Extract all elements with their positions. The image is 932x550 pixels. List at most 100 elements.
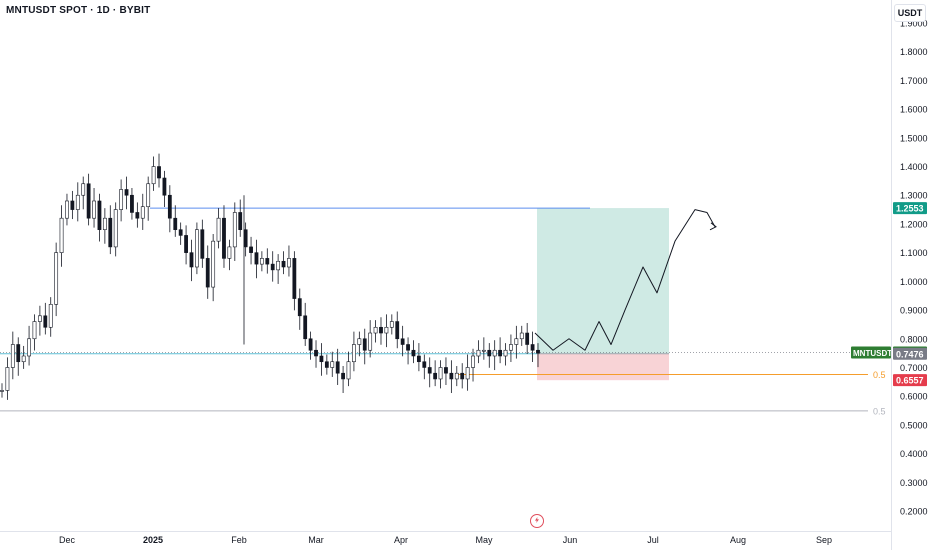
candle: [341, 372, 345, 380]
candle: [292, 258, 297, 299]
candle: [422, 361, 427, 368]
candle: [460, 372, 465, 380]
time-axis-tick: Jul: [647, 535, 659, 545]
candle: [373, 326, 378, 334]
candle: [222, 217, 226, 259]
time-axis-tick: Apr: [394, 535, 408, 545]
candle: [368, 332, 373, 351]
price-axis-tick: 0.3000: [900, 478, 928, 488]
candle: [86, 183, 91, 219]
candle: [216, 217, 221, 242]
candle: [227, 246, 232, 259]
candle: [314, 349, 318, 357]
candle: [433, 372, 438, 380]
candle: [211, 240, 216, 288]
candle: [140, 206, 145, 219]
candle: [146, 183, 151, 208]
candle: [16, 344, 21, 363]
candle: [48, 304, 53, 328]
candle: [438, 367, 443, 380]
projected-path[interactable]: [534, 209, 716, 351]
time-axis-tick: 2025: [143, 535, 163, 545]
price-axis-tick: 0.2000: [900, 507, 928, 517]
candle: [195, 229, 199, 268]
price-axis-tick: 0.8000: [900, 334, 928, 344]
candle: [465, 367, 470, 380]
candle: [232, 212, 237, 248]
candle: [70, 200, 75, 210]
candle: [59, 217, 64, 253]
candle: [471, 355, 475, 368]
price-axis-tick: 0.9000: [900, 306, 928, 316]
candle: [509, 344, 513, 351]
candle: [130, 194, 134, 213]
candle: [536, 349, 540, 354]
candle: [135, 212, 140, 219]
price-axis-tick: 1.1000: [900, 248, 928, 258]
candle: [97, 200, 102, 230]
fib-level-label: 0.5: [873, 370, 886, 380]
take-profit-price-label-bg: [893, 202, 927, 215]
symbol-tag: MNTUSDT: [853, 349, 892, 358]
time-axis-divider: [0, 531, 891, 532]
candle: [525, 332, 530, 345]
stop-loss-zone[interactable]: [537, 353, 669, 381]
price-axis-tick: 1.3000: [900, 191, 928, 201]
symbol-title[interactable]: MNTUSDT SPOT · 1D · BYBIT: [6, 5, 151, 16]
candle: [519, 332, 524, 340]
price-axis-divider: [891, 0, 892, 550]
price-axis-tick: 1.2000: [900, 219, 928, 229]
candle: [259, 258, 264, 265]
candle: [92, 200, 96, 219]
candle: [346, 361, 351, 380]
candle: [281, 260, 286, 268]
price-axis-tick: 0.5000: [900, 420, 928, 430]
candle: [27, 338, 31, 357]
candle: [189, 252, 194, 268]
candle: [487, 349, 492, 357]
candle: [379, 326, 383, 334]
candle: [481, 349, 486, 352]
time-axis-tick: Mar: [308, 535, 324, 545]
candle: [400, 338, 405, 345]
symbol-tag-bg: [851, 346, 891, 359]
candle: [357, 338, 362, 345]
candle: [162, 177, 167, 196]
candle: [514, 338, 519, 345]
candle: [205, 258, 210, 288]
time-axis-tick: Feb: [231, 535, 247, 545]
take-profit-zone[interactable]: [537, 208, 669, 354]
candle: [178, 229, 183, 236]
candle: [81, 183, 86, 196]
candle: [492, 349, 497, 357]
currency-button[interactable]: USDT: [894, 4, 926, 22]
candle: [530, 344, 535, 351]
tradingview-logo-icon[interactable]: [530, 514, 544, 528]
candle: [54, 252, 59, 305]
time-axis-tick: Aug: [730, 535, 746, 545]
candle: [249, 246, 253, 253]
price-axis-tick: 1.0000: [900, 277, 928, 287]
candle: [10, 344, 15, 368]
price-axis-tick: 1.5000: [900, 133, 928, 143]
candle: [444, 367, 448, 374]
price-axis-tick: 1.4000: [900, 162, 928, 172]
candle: [411, 349, 416, 357]
candle: [498, 349, 503, 357]
candle: [102, 217, 107, 230]
candle: [200, 229, 205, 259]
candle: [389, 321, 394, 328]
candle: [454, 372, 459, 380]
candle: [476, 349, 481, 357]
candle: [297, 298, 302, 317]
candle: [287, 258, 291, 268]
candle: [276, 260, 281, 271]
candle: [254, 252, 259, 265]
candle: [113, 209, 118, 248]
price-axis-tick: 0.4000: [900, 449, 928, 459]
candle: [319, 355, 324, 363]
candle: [324, 361, 329, 368]
candle: [395, 321, 400, 340]
candle: [243, 229, 248, 248]
